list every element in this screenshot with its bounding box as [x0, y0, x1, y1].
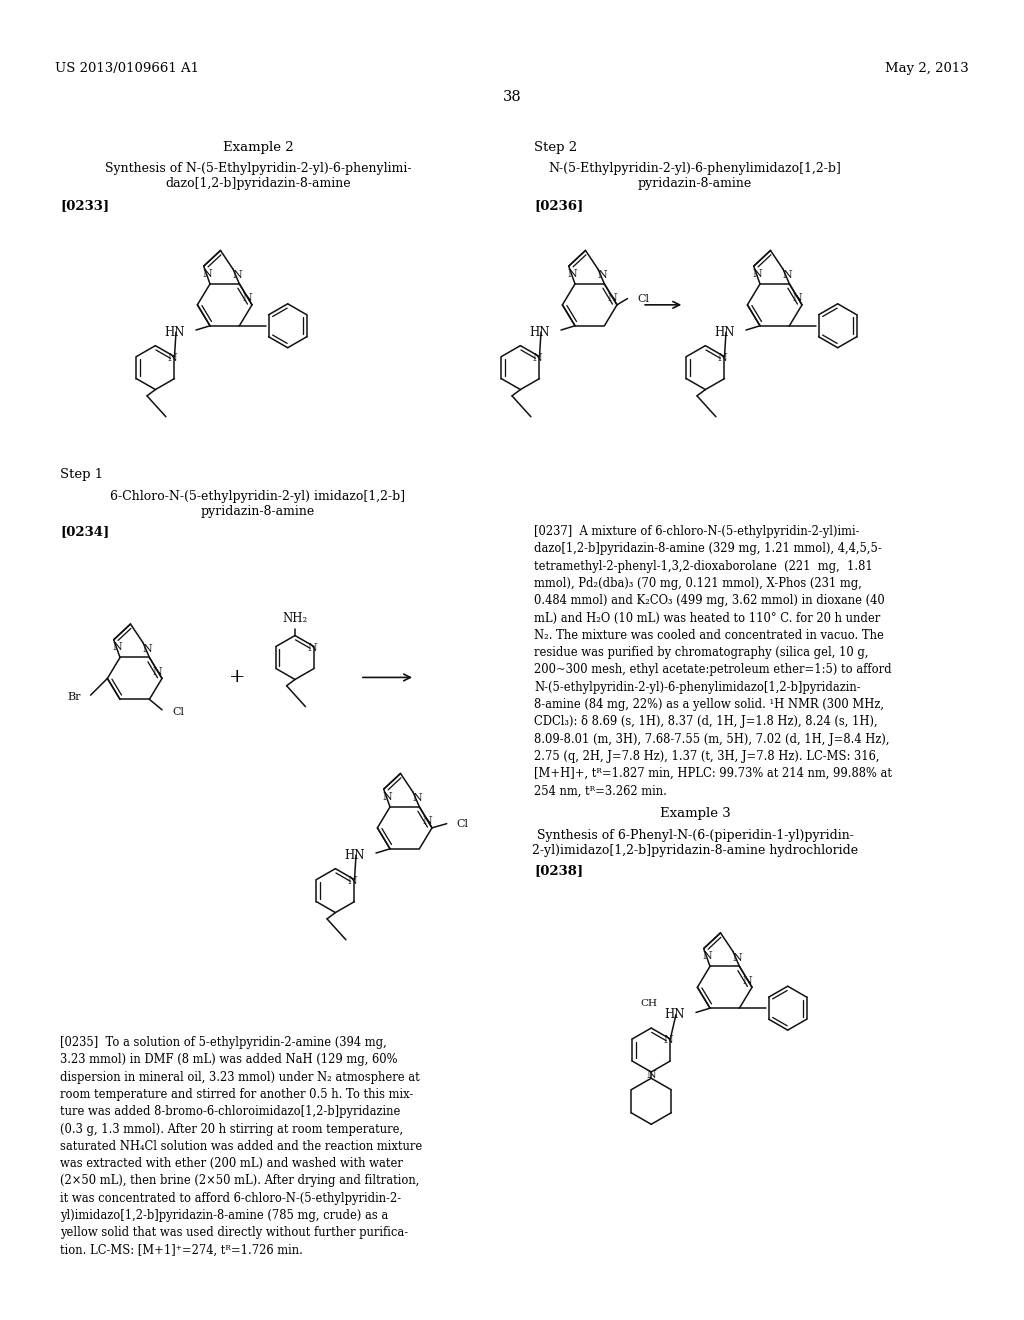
Text: dazo[1,2-b]pyridazin-8-amine: dazo[1,2-b]pyridazin-8-amine	[165, 177, 351, 190]
Text: N: N	[307, 643, 317, 652]
Text: HN: HN	[344, 849, 365, 862]
Text: 6-Chloro-N-(5-ethylpyridin-2-yl) imidazo[1,2-b]: 6-Chloro-N-(5-ethylpyridin-2-yl) imidazo…	[111, 490, 406, 503]
Text: Synthesis of N-(5-Ethylpyridin-2-yl)-6-phenylimi-: Synthesis of N-(5-Ethylpyridin-2-yl)-6-p…	[104, 162, 412, 176]
Text: N: N	[168, 352, 177, 363]
Text: Br: Br	[68, 692, 81, 702]
Text: Synthesis of 6-Phenyl-N-(6-(piperidin-1-yl)pyridin-: Synthesis of 6-Phenyl-N-(6-(piperidin-1-…	[537, 829, 853, 842]
Text: N: N	[567, 269, 577, 279]
Text: US 2013/0109661 A1: US 2013/0109661 A1	[55, 62, 199, 75]
Text: N-(5-Ethylpyridin-2-yl)-6-phenylimidazo[1,2-b]: N-(5-Ethylpyridin-2-yl)-6-phenylimidazo[…	[549, 162, 842, 176]
Text: N: N	[348, 875, 357, 886]
Text: N: N	[742, 975, 753, 986]
Text: N: N	[664, 1035, 673, 1045]
Text: [0233]: [0233]	[60, 199, 110, 213]
Text: N: N	[153, 667, 162, 677]
Text: N: N	[243, 293, 252, 304]
Text: N: N	[733, 953, 742, 962]
Text: N: N	[232, 271, 243, 280]
Text: N: N	[752, 269, 762, 279]
Text: N: N	[607, 293, 617, 304]
Text: 2-yl)imidazo[1,2-b]pyridazin-8-amine hydrochloride: 2-yl)imidazo[1,2-b]pyridazin-8-amine hyd…	[531, 843, 858, 857]
Text: N: N	[382, 792, 392, 801]
Text: pyridazin-8-amine: pyridazin-8-amine	[638, 177, 752, 190]
Text: [0234]: [0234]	[60, 525, 110, 539]
Text: N: N	[598, 271, 607, 280]
Text: [0237]  A mixture of 6-chloro-N-(5-ethylpyridin-2-yl)imi-
dazo[1,2-b]pyridazin-8: [0237] A mixture of 6-chloro-N-(5-ethylp…	[534, 525, 892, 797]
Text: Example 3: Example 3	[659, 807, 730, 820]
Text: N: N	[202, 269, 212, 279]
Text: HN: HN	[665, 1008, 685, 1020]
Text: Step 2: Step 2	[534, 141, 578, 154]
Text: N: N	[112, 643, 122, 652]
Text: CH: CH	[640, 999, 657, 1008]
Text: NH₂: NH₂	[283, 612, 307, 626]
Text: N: N	[718, 352, 727, 363]
Text: [0235]  To a solution of 5-ethylpyridin-2-amine (394 mg,
3.23 mmol) in DMF (8 mL: [0235] To a solution of 5-ethylpyridin-2…	[60, 1036, 422, 1257]
Text: pyridazin-8-amine: pyridazin-8-amine	[201, 506, 315, 517]
Text: N: N	[423, 816, 432, 826]
Text: HN: HN	[715, 326, 735, 338]
Text: Cl: Cl	[638, 293, 649, 304]
Text: Cl: Cl	[457, 818, 469, 829]
Text: Cl: Cl	[172, 706, 184, 717]
Text: +: +	[228, 668, 246, 686]
Text: [0236]: [0236]	[534, 199, 584, 213]
Text: Step 1: Step 1	[60, 469, 103, 482]
Text: N: N	[646, 1071, 656, 1080]
Text: [0238]: [0238]	[534, 863, 583, 876]
Text: N: N	[793, 293, 802, 304]
Text: N: N	[702, 952, 712, 961]
Text: N: N	[782, 271, 793, 280]
Text: HN: HN	[165, 326, 185, 338]
Text: N: N	[532, 352, 543, 363]
Text: HN: HN	[529, 326, 550, 338]
Text: May 2, 2013: May 2, 2013	[886, 62, 969, 75]
Text: N: N	[413, 793, 423, 803]
Text: Example 2: Example 2	[222, 141, 293, 154]
Text: N: N	[142, 644, 153, 653]
Text: 38: 38	[503, 90, 521, 104]
